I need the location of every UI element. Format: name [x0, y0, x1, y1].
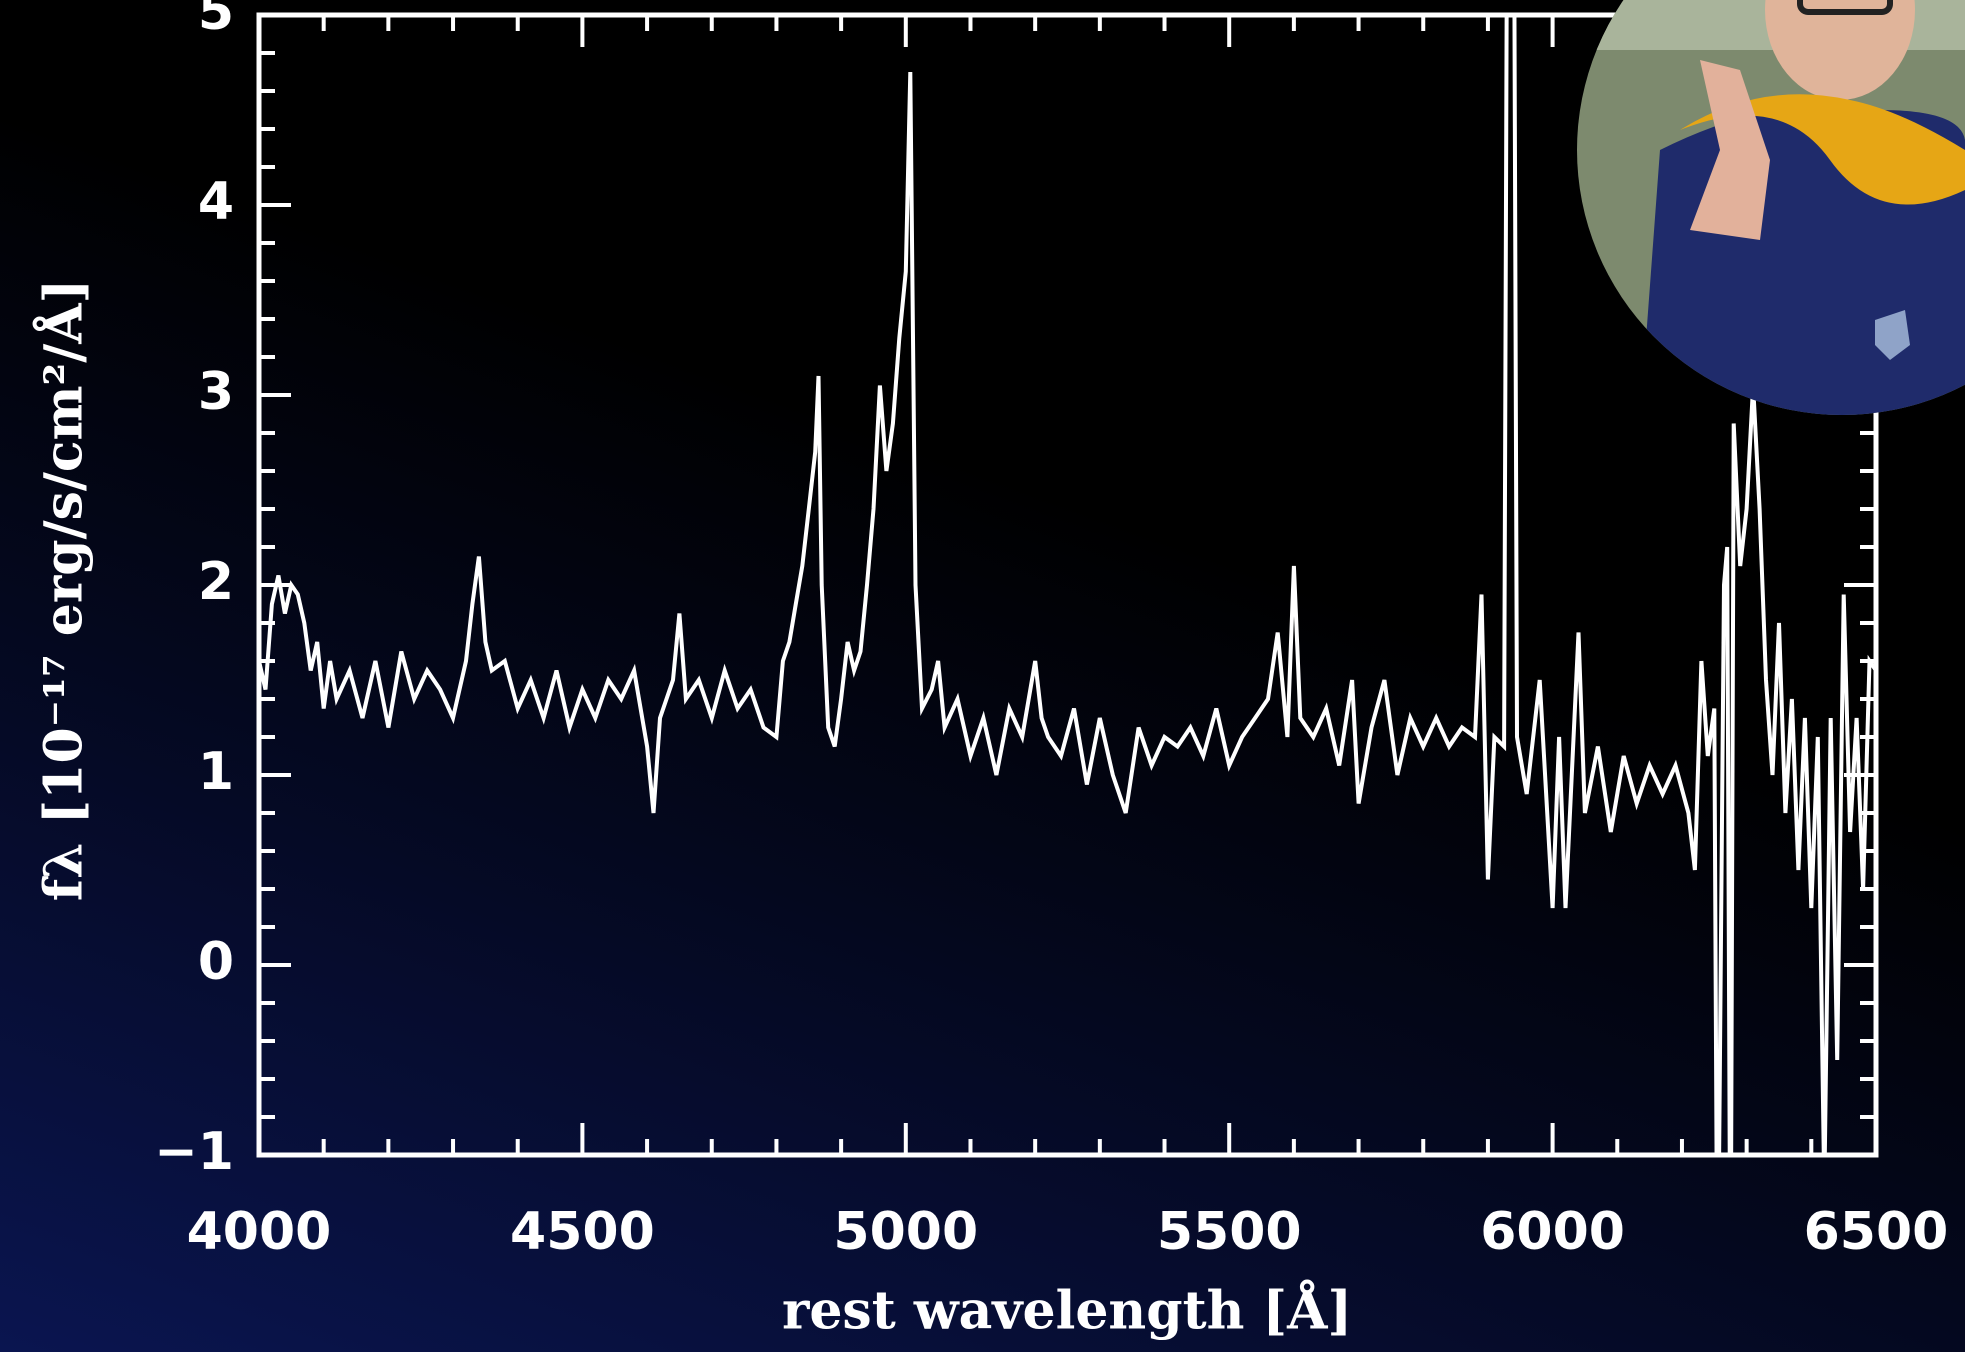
x-axis-label: rest wavelength [Å]	[782, 1280, 1352, 1342]
x-tick-label: 4000	[187, 1202, 332, 1262]
x-tick-label: 4500	[510, 1202, 655, 1262]
x-tick-label: 6000	[1480, 1202, 1625, 1262]
portrait-photo	[1577, 0, 1965, 415]
y-tick-label: 0	[198, 932, 234, 992]
x-tick-label: 5500	[1157, 1202, 1302, 1262]
x-tick-label: 6500	[1804, 1202, 1949, 1262]
plot-frame	[256, 12, 1879, 1158]
spectrum-line	[259, 15, 1876, 1155]
y-axis-label: fλ [10⁻¹⁷ erg/s/cm²/Å]	[33, 279, 95, 902]
y-tick-label: 3	[198, 362, 234, 422]
y-tick-label: 5	[198, 0, 234, 42]
y-tick-label: 2	[198, 552, 234, 612]
y-tick-label: 1	[198, 742, 234, 802]
y-tick-label: 4	[198, 172, 234, 232]
x-tick-label: 5000	[833, 1202, 978, 1262]
y-tick-label: −1	[154, 1122, 234, 1182]
